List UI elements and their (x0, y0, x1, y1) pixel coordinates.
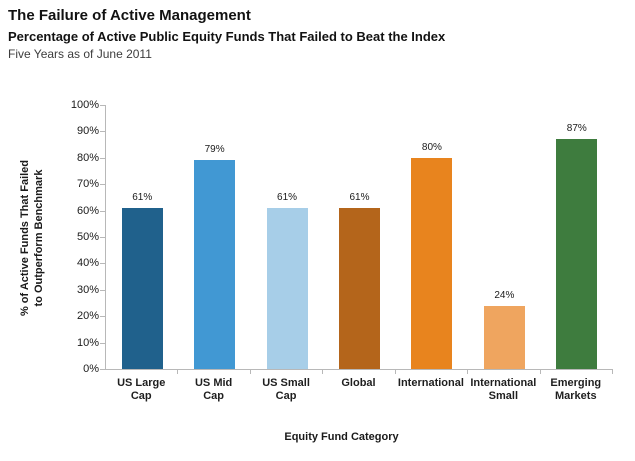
bar (339, 208, 380, 369)
x-axis-title: Equity Fund Category (284, 431, 399, 443)
y-tick-label: 20% (76, 310, 99, 323)
x-tick-mark (177, 370, 178, 374)
y-tick-label: 70% (76, 178, 99, 191)
y-axis-title: % of Active Funds That Failed to Outperf… (19, 159, 45, 317)
bar-value-label: 79% (204, 144, 225, 155)
bar (194, 160, 236, 369)
chart-subtitle: Percentage of Active Public Equity Funds… (8, 29, 446, 44)
y-tick-label: 30% (76, 283, 99, 296)
y-tick-mark (100, 105, 105, 106)
y-tick-mark (100, 184, 105, 186)
x-tick-mark (467, 370, 468, 374)
y-tick-mark (100, 316, 105, 318)
x-tick-mark (322, 370, 323, 374)
x-tick-mark (540, 370, 541, 374)
y-tick-label: 90% (76, 125, 99, 138)
bar-value-label: 61% (277, 192, 298, 203)
y-tick-label: 50% (76, 231, 99, 243)
x-category-label: US Mid Cap (194, 377, 233, 402)
chart-title: The Failure of Active Management (8, 7, 251, 24)
y-tick-mark (100, 369, 105, 370)
x-category-label: US Large Cap (117, 377, 166, 402)
x-category-label: International Small (470, 377, 537, 402)
x-category-label: Emerging Markets (550, 377, 602, 402)
y-tick-mark (100, 237, 105, 238)
y-tick-mark (100, 342, 105, 344)
y-tick-mark (100, 289, 105, 291)
x-category-label: US Small Cap (262, 377, 310, 402)
y-tick-label: 60% (76, 204, 99, 217)
y-tick-mark (100, 210, 105, 212)
x-tick-mark (250, 370, 251, 374)
y-tick-label: 100% (70, 99, 99, 111)
y-tick-label: 80% (76, 151, 99, 164)
bar-value-label: 24% (494, 290, 515, 301)
bar (483, 306, 525, 369)
x-category-label: International (397, 377, 464, 389)
bar-value-label: 87% (566, 123, 587, 134)
bar (411, 158, 453, 369)
plot-area: 61% 79% 61% 61% 80% 24% 87% (105, 105, 613, 370)
y-tick-label: 40% (76, 257, 99, 270)
x-tick-mark (395, 370, 396, 374)
y-tick-mark (100, 157, 105, 159)
y-tick-mark (100, 263, 105, 265)
x-tick-mark (612, 370, 613, 374)
bar (121, 208, 163, 369)
y-tick-label: 0% (83, 363, 99, 375)
bar (266, 208, 308, 369)
y-tick-mark (100, 131, 105, 133)
chart-header: The Failure of Active Management Percent… (8, 6, 445, 62)
chart-caption: Five Years as of June 2011 (8, 47, 152, 61)
bar (556, 139, 598, 369)
bar-value-label: 61% (349, 192, 370, 203)
bar-value-label: 61% (132, 192, 153, 203)
bar-value-label: 80% (421, 142, 442, 153)
y-tick-label: 10% (76, 336, 99, 349)
x-category-label: Global (341, 377, 376, 389)
